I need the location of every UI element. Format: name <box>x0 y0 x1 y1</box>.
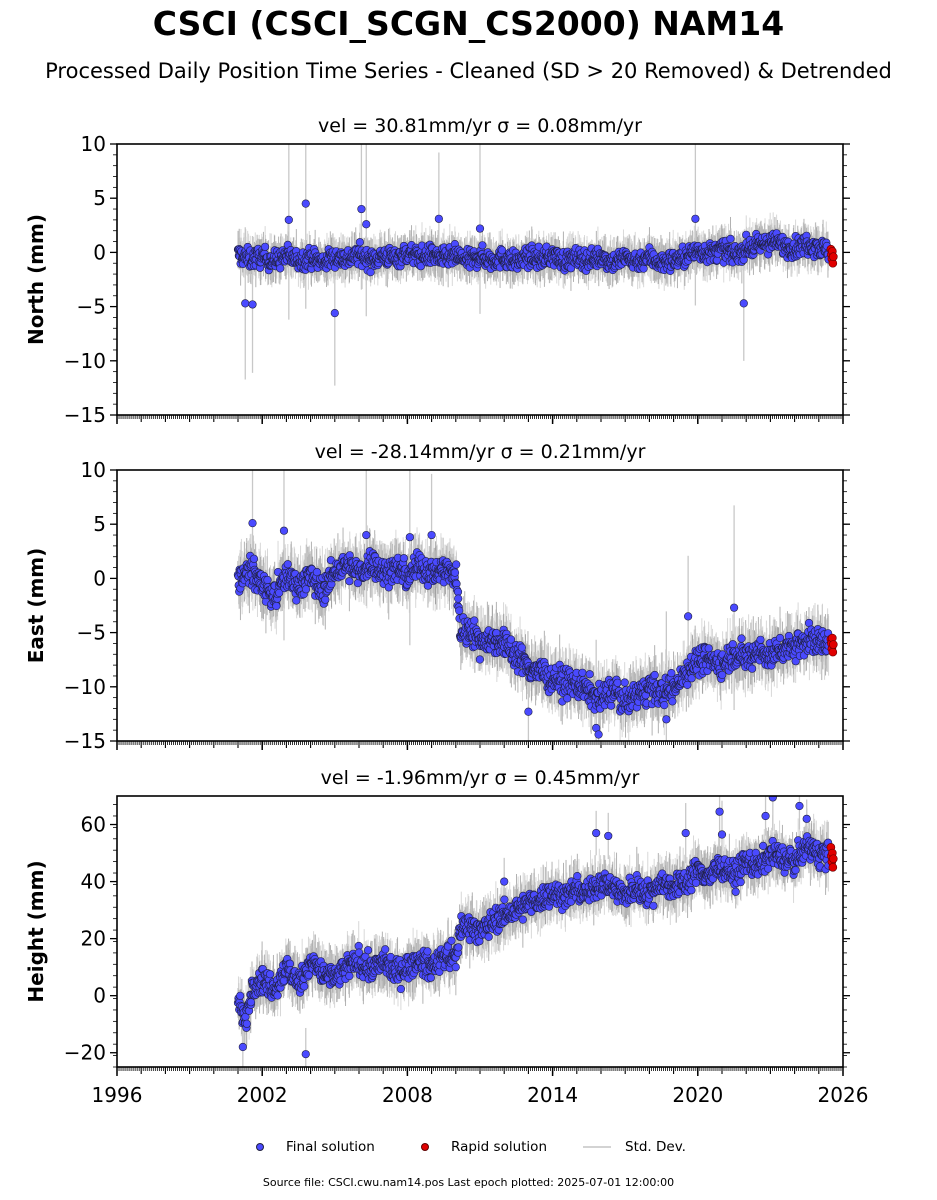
final-point-outlier <box>739 299 748 308</box>
final-point <box>498 246 507 255</box>
final-point <box>566 264 576 273</box>
final-point <box>263 575 272 585</box>
final-point <box>345 577 354 586</box>
ytick-label: 10 <box>81 132 106 156</box>
data-layer-north <box>233 144 838 386</box>
final-point-outlier <box>475 224 485 233</box>
final-points-north <box>233 199 833 318</box>
final-point <box>416 262 426 271</box>
final-point-outlier <box>357 204 366 214</box>
final-point <box>321 595 330 604</box>
final-point-outlier <box>284 215 293 224</box>
final-point <box>312 567 322 577</box>
panel-north: vel = 30.81mm/yr σ = 0.08mm/yr North (mm)… <box>24 115 850 427</box>
final-point <box>261 242 270 251</box>
final-point <box>726 234 735 243</box>
rapid-point <box>829 252 838 262</box>
final-point <box>292 596 301 605</box>
ylabel-east: East (mm) <box>24 548 48 664</box>
final-point-outlier <box>362 220 371 229</box>
data-layer-east <box>233 470 838 741</box>
figure-title: CSCI (CSCI_SCGN_CS2000) NAM14 <box>152 4 785 43</box>
final-point <box>366 268 375 277</box>
final-point <box>249 554 259 563</box>
final-points-east <box>233 519 833 739</box>
final-point <box>272 601 281 611</box>
final-point <box>283 560 292 569</box>
final-point-outlier <box>691 214 700 223</box>
rapid-points-north <box>826 244 838 268</box>
final-point-outlier <box>248 300 257 309</box>
ytick-label: −5 <box>77 295 106 319</box>
final-point-outlier <box>330 309 339 318</box>
panel-title-north: vel = 30.81mm/yr σ = 0.08mm/yr <box>318 115 642 137</box>
final-point <box>355 238 365 247</box>
final-point-outlier <box>241 299 250 308</box>
ytick-label: −10 <box>64 349 106 373</box>
ytick-label: 5 <box>93 186 106 210</box>
final-point <box>478 241 487 250</box>
figure-subtitle: Processed Daily Position Time Series - C… <box>45 59 892 83</box>
panel-title-east: vel = -28.14mm/yr σ = 0.21mm/yr <box>315 441 646 463</box>
final-point <box>639 264 648 273</box>
final-point <box>275 588 284 598</box>
final-point <box>276 264 285 273</box>
final-point-outlier <box>301 199 310 208</box>
panel-east: vel = -28.14mm/yr σ = 0.21mm/yr East (mm)… <box>24 441 850 753</box>
ytick-label: −15 <box>64 403 106 427</box>
final-point <box>301 585 311 594</box>
final-point-outlier <box>434 214 443 223</box>
ylabel-north: North (mm) <box>24 214 48 345</box>
ytick-label: 0 <box>93 240 106 264</box>
